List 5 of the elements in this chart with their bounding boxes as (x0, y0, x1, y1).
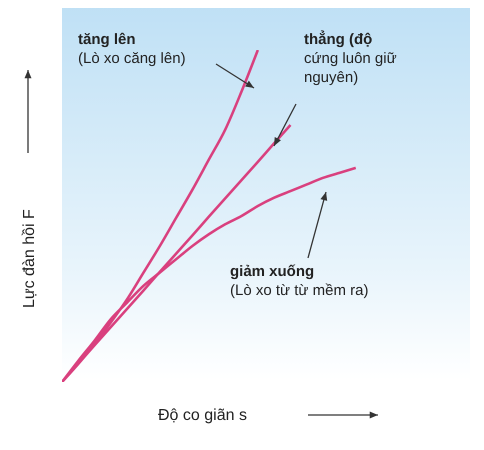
annotation: thẳng (độ cứng luôn giữ nguyên) (304, 30, 397, 86)
annotation: giảm xuống (Lò xo từ từ mềm ra) (230, 263, 368, 299)
annotation: tăng lên (Lò xo căng lên) (78, 31, 186, 67)
x-axis-title: Độ co giãn s (158, 407, 247, 424)
y-axis-title: Lực đàn hồi F (21, 209, 38, 308)
